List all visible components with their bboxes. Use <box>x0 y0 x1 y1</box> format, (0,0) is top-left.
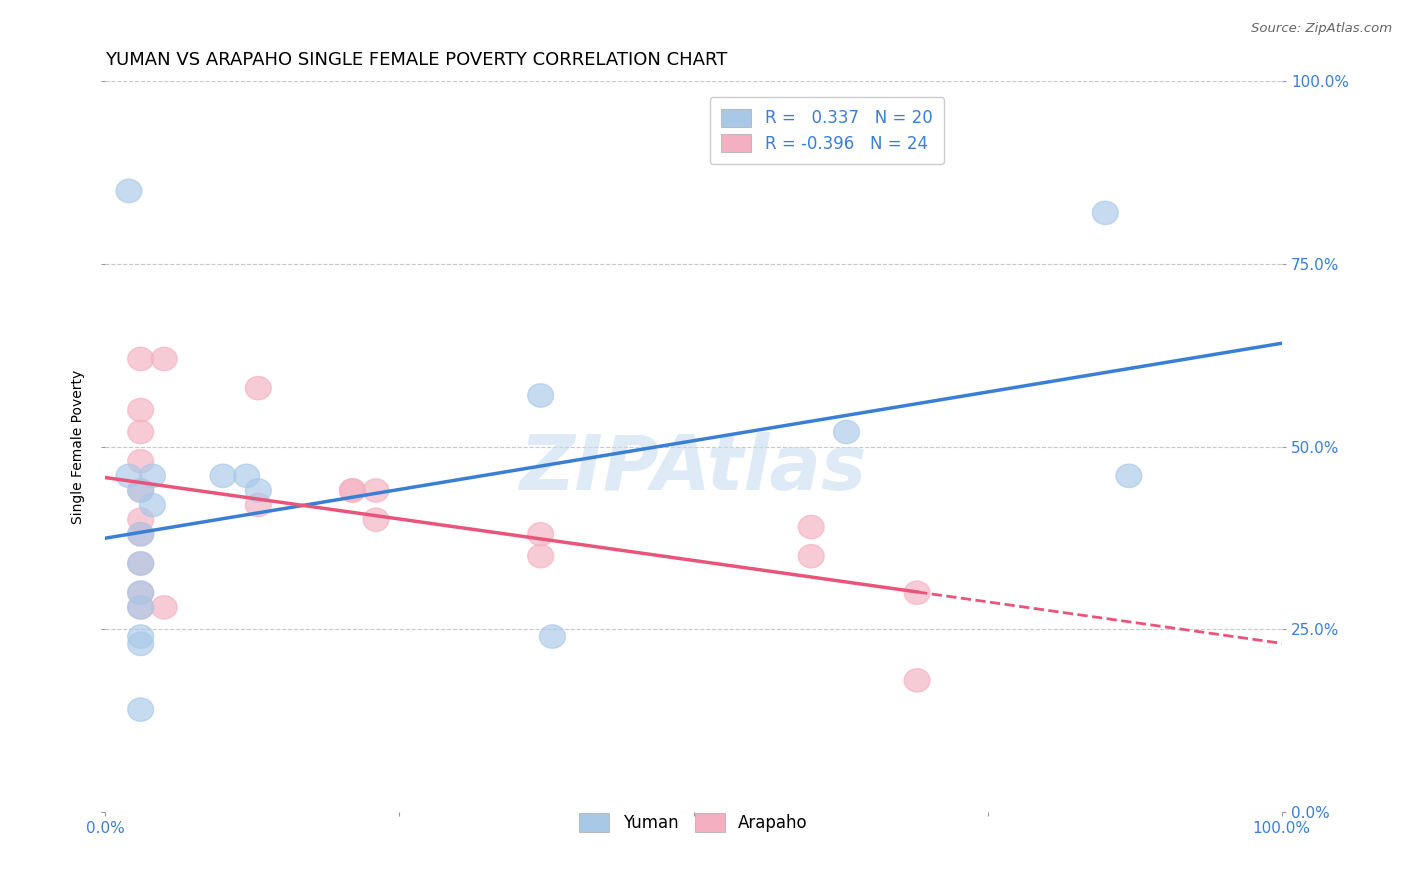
Ellipse shape <box>128 450 153 473</box>
Ellipse shape <box>834 420 859 443</box>
Ellipse shape <box>128 581 153 605</box>
Ellipse shape <box>128 596 153 619</box>
Ellipse shape <box>1116 464 1142 488</box>
Ellipse shape <box>128 698 153 722</box>
Ellipse shape <box>128 399 153 422</box>
Ellipse shape <box>128 479 153 502</box>
Ellipse shape <box>233 464 260 488</box>
Ellipse shape <box>128 479 153 502</box>
Ellipse shape <box>363 508 389 532</box>
Ellipse shape <box>139 493 166 516</box>
Ellipse shape <box>540 625 565 648</box>
Ellipse shape <box>246 479 271 502</box>
Ellipse shape <box>246 376 271 400</box>
Ellipse shape <box>152 596 177 619</box>
Ellipse shape <box>904 669 929 692</box>
Ellipse shape <box>1092 202 1118 225</box>
Ellipse shape <box>209 464 236 488</box>
Ellipse shape <box>799 516 824 539</box>
Ellipse shape <box>128 347 153 371</box>
Ellipse shape <box>799 544 824 568</box>
Ellipse shape <box>115 464 142 488</box>
Ellipse shape <box>115 179 142 202</box>
Ellipse shape <box>128 552 153 575</box>
Ellipse shape <box>128 508 153 532</box>
Ellipse shape <box>527 544 554 568</box>
Ellipse shape <box>128 552 153 575</box>
Ellipse shape <box>128 581 153 605</box>
Ellipse shape <box>339 479 366 502</box>
Ellipse shape <box>527 384 554 407</box>
Text: Source: ZipAtlas.com: Source: ZipAtlas.com <box>1251 22 1392 36</box>
Ellipse shape <box>152 347 177 371</box>
Ellipse shape <box>139 464 166 488</box>
Text: ZIPAtlas: ZIPAtlas <box>520 432 868 506</box>
Text: YUMAN VS ARAPAHO SINGLE FEMALE POVERTY CORRELATION CHART: YUMAN VS ARAPAHO SINGLE FEMALE POVERTY C… <box>105 51 728 69</box>
Ellipse shape <box>339 479 366 502</box>
Ellipse shape <box>128 523 153 546</box>
Ellipse shape <box>363 479 389 502</box>
Legend: Yuman, Arapaho: Yuman, Arapaho <box>568 802 820 844</box>
Ellipse shape <box>904 581 929 605</box>
Ellipse shape <box>128 596 153 619</box>
Ellipse shape <box>128 625 153 648</box>
Ellipse shape <box>128 420 153 443</box>
Ellipse shape <box>246 493 271 516</box>
Y-axis label: Single Female Poverty: Single Female Poverty <box>72 369 86 524</box>
Ellipse shape <box>128 523 153 546</box>
Ellipse shape <box>128 632 153 656</box>
Ellipse shape <box>527 523 554 546</box>
